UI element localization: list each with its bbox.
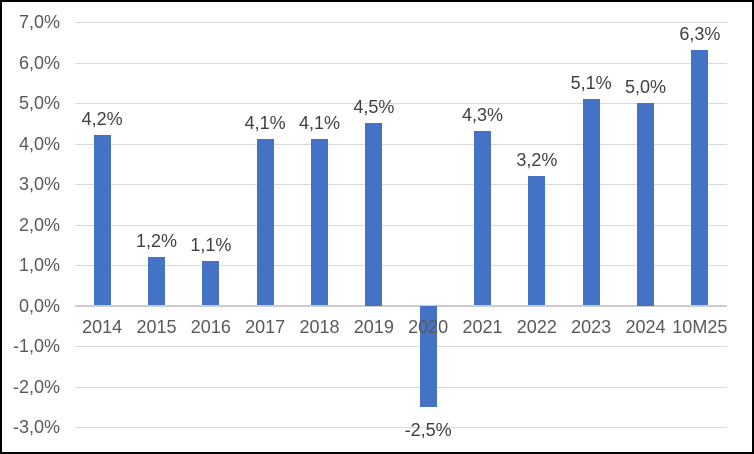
x-axis-category-label: 2024	[625, 317, 666, 337]
h-gridline	[75, 427, 727, 428]
bar-value-label: -2,5%	[404, 419, 452, 440]
bar	[582, 98, 600, 306]
bar-value-label: 5,1%	[570, 72, 612, 93]
bar-value-label: 6,3%	[679, 24, 721, 45]
y-axis-tick-label: 6,0%	[18, 52, 60, 73]
y-axis-tick-label: -1,0%	[12, 336, 60, 356]
y-axis-tick-label: 3,0%	[18, 174, 60, 194]
h-gridline	[75, 22, 727, 23]
h-gridline	[75, 346, 727, 347]
bar-value-label: 4,3%	[461, 105, 504, 126]
zero-axis-line	[75, 304, 727, 307]
h-gridline	[75, 103, 727, 104]
y-axis-tick-label: 7,0%	[18, 12, 60, 32]
y-axis-tick-label: 0,0%	[18, 295, 60, 316]
y-axis-tick-label: 1,0%	[18, 255, 60, 275]
bar	[528, 175, 546, 306]
h-gridline	[75, 386, 727, 388]
x-axis-category-label: 2022	[516, 317, 557, 337]
y-axis-tick-label: 2,0%	[18, 214, 60, 235]
bar-value-label: 1,2%	[135, 230, 178, 251]
bar	[256, 139, 274, 306]
x-axis-category-label: 2014	[82, 317, 123, 337]
x-axis-category-label: 10M25	[672, 317, 728, 337]
x-axis-category-label: 2015	[136, 317, 177, 337]
x-axis-category-label: 2017	[245, 317, 286, 337]
x-axis-category-label: 2021	[462, 317, 503, 337]
x-axis-category-label: 2016	[190, 317, 231, 337]
bar-value-label: 4,1%	[244, 113, 286, 134]
bar	[148, 256, 165, 306]
x-axis-category-label: 2023	[571, 317, 612, 337]
bar	[637, 103, 654, 306]
h-gridline	[75, 184, 727, 185]
h-gridline	[75, 62, 727, 64]
bar	[202, 260, 220, 306]
bar-value-label: 1,1%	[190, 234, 232, 255]
bar	[93, 135, 111, 306]
bar	[474, 131, 491, 306]
h-gridline	[75, 143, 727, 145]
x-axis-category-label: 2019	[353, 317, 394, 337]
y-axis-tick-label: -3,0%	[12, 417, 60, 437]
h-gridline	[75, 265, 727, 266]
x-axis-category-label: 2020	[408, 317, 449, 337]
x-axis-category-label: 2018	[299, 317, 340, 337]
h-gridline	[75, 224, 727, 226]
bar-value-label: 4,1%	[298, 113, 341, 134]
bar-value-label: 4,5%	[353, 97, 395, 118]
bar	[419, 305, 437, 407]
y-axis-tick-label: 4,0%	[18, 133, 60, 154]
bar-value-label: 3,2%	[516, 149, 558, 170]
bar-value-label: 4,2%	[81, 109, 123, 130]
bar-value-label: 5,0%	[624, 77, 667, 97]
bar	[691, 50, 709, 306]
y-axis-tick-label: 5,0%	[18, 93, 60, 113]
y-axis-tick-label: -2,0%	[12, 376, 60, 397]
bar	[365, 123, 383, 306]
bar	[311, 139, 328, 306]
